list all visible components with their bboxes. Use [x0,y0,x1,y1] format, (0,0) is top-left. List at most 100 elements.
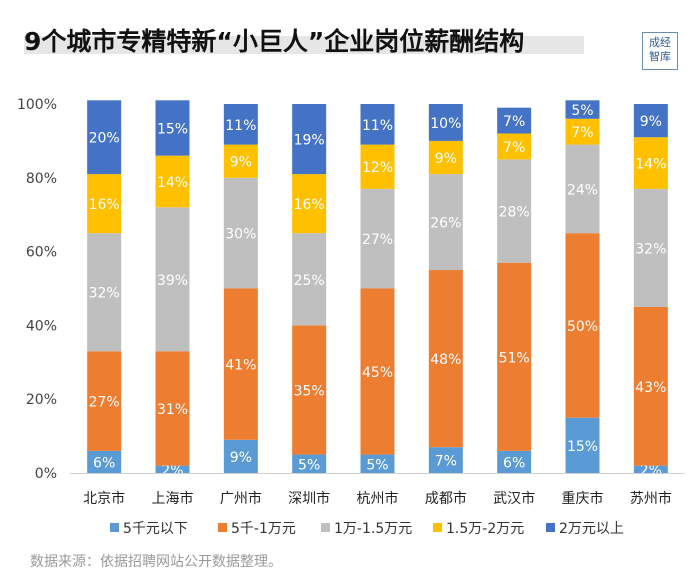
data-label: 5% [571,103,593,119]
bar-segment [497,450,532,473]
data-label: 15% [157,121,188,137]
data-label: 7% [435,454,457,470]
bar-segment [155,155,190,208]
legend-swatch [110,523,119,532]
title-highlight [24,36,584,54]
data-label: 32% [89,286,120,302]
stacked-bar-chart: 0% 20% 40% 60% 80% 100% 6% 27% 32% 16% 20% 北京市 2% 31%… [17,97,685,537]
bar-segment [428,447,463,473]
bar-segment [428,140,463,175]
x-tick-label: 深圳市 [288,490,330,507]
legend-swatch [218,523,227,532]
x-tick-label: 上海市 [152,490,194,507]
y-tick-label: 80% [26,171,57,187]
data-label: 50% [567,319,598,335]
bar-segment [292,174,327,234]
bar-segment [87,351,122,451]
legend-label: 2万元以上 [559,521,624,537]
bar-segment [633,188,668,307]
data-label: 16% [294,197,325,213]
bar-segment [87,233,122,352]
data-label: 6% [93,455,115,471]
bar-segment [223,439,258,473]
data-label: 7% [503,114,525,130]
bar-segment [223,288,258,440]
logo-line-1: 成经 [649,36,671,49]
bar-segment [428,104,463,141]
bar-segment [292,454,327,473]
data-label: 27% [89,395,120,411]
x-tick-label: 广州市 [220,490,262,507]
data-label: 9% [230,155,252,171]
data-label: 19% [294,133,325,149]
data-label: 16% [89,197,120,213]
legend-label: 5千-1万元 [231,521,296,537]
data-label: 14% [635,157,666,173]
bar-segment [223,144,258,178]
data-label: 41% [225,358,256,374]
y-tick-label: 0% [35,466,57,482]
data-label: 14% [157,175,188,191]
x-tick-label: 杭州市 [357,490,399,507]
data-label: 32% [635,241,666,257]
bar-segment [565,118,600,145]
logo: 成经 智库 [642,32,678,70]
y-tick-label: 100% [17,97,57,113]
bar-segment [155,465,190,473]
bar-segment [292,104,327,175]
data-label: 45% [362,365,393,381]
bar-segment [155,100,190,156]
data-label: 9% [640,114,662,130]
bar-segment [360,288,395,455]
data-label: 48% [430,352,461,368]
data-label: 26% [430,216,461,232]
x-tick-label: 成都市 [425,490,467,507]
bar-segment [565,100,600,119]
bar-segment [360,104,395,145]
data-label: 2% [640,463,662,479]
bar-segment [633,465,668,473]
bar-segment [360,144,395,189]
bar-segment [428,270,463,448]
bar-segment [155,207,190,352]
legend-label: 5千元以下 [123,521,188,537]
bar-segment [565,144,600,234]
x-tick-label: 重庆市 [562,490,604,507]
data-label: 9% [230,450,252,466]
bar-segment [155,351,190,466]
data-label: 43% [635,380,666,396]
data-label: 31% [157,402,188,418]
data-label: 28% [499,205,530,221]
bar-segment [223,177,258,289]
bar-segment [497,159,532,263]
bar-segment [360,454,395,473]
y-tick-label: 20% [26,392,57,408]
data-label: 9% [435,151,457,167]
data-label: 51% [499,350,530,366]
x-tick-label: 武汉市 [493,490,535,507]
y-tick-label: 60% [26,245,57,261]
legend-label: 1万-1.5万元 [334,521,412,537]
bar-segment [497,107,532,134]
bar-segment [360,188,395,289]
bar-segment [223,104,258,145]
data-label: 5% [298,457,320,473]
x-tick-label: 苏州市 [630,490,672,507]
data-label: 25% [294,273,325,289]
bar-segment [565,417,600,473]
data-label: 15% [567,439,598,455]
bar-segment [87,174,122,234]
legend-label: 1.5万-2万元 [446,521,524,537]
data-label: 10% [430,116,461,132]
x-tick-label: 北京市 [83,490,125,507]
data-label: 39% [157,273,188,289]
data-label: 2% [161,463,183,479]
data-label: 11% [362,118,393,134]
bar-segment [633,306,668,466]
data-label: 5% [366,457,388,473]
logo-line-2: 智库 [649,50,671,63]
bar-segment [633,104,668,138]
y-tick-label: 40% [26,318,57,334]
data-label: 12% [362,160,393,176]
chart-title: 9个城市专精特新“小巨人”企业岗位薪酬结构 [24,27,525,56]
